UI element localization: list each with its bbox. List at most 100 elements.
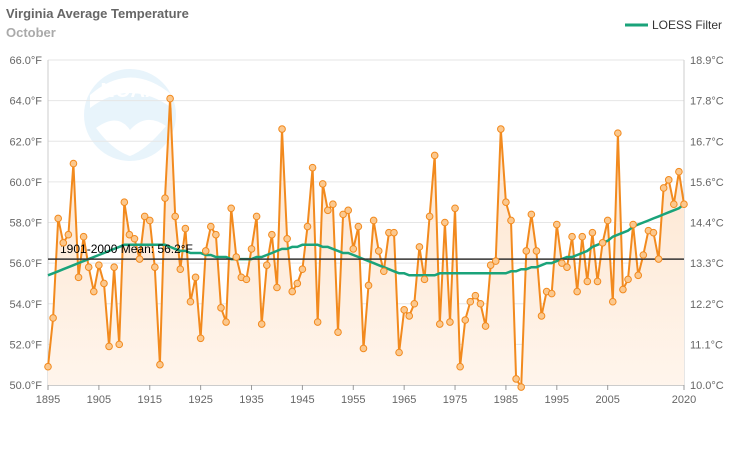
x-tick-label: 1915: [138, 394, 162, 406]
data-point: [425, 212, 434, 221]
data-point: [201, 247, 210, 255]
legend[interactable]: LOESS Filter: [625, 18, 722, 32]
x-tick-label: 1925: [188, 394, 212, 406]
data-point: [232, 253, 241, 261]
x-tick-label: 1935: [239, 394, 263, 406]
data-point: [74, 273, 83, 282]
noaa-logo-text: NOAA: [101, 80, 160, 102]
data-point: [84, 263, 93, 271]
x-tick-label: 1955: [341, 394, 365, 406]
data-point: [268, 230, 276, 239]
data-point: [359, 344, 368, 353]
data-markers: [44, 94, 688, 391]
data-point: [568, 232, 576, 241]
y-tick-label-left: 54.0°F: [9, 299, 42, 311]
mean-label: 1901-2000 Mean: 56.2°F: [60, 242, 193, 256]
data-point: [242, 275, 251, 284]
legend-label-loess[interactable]: LOESS Filter: [652, 18, 722, 32]
x-tick-label: 1995: [545, 394, 569, 406]
data-point: [364, 281, 373, 290]
data-point: [44, 362, 52, 371]
y-tick-label-right: 12.2°C: [690, 299, 724, 311]
y-tick-label-left: 64.0°F: [9, 96, 42, 108]
y-tick-label-right: 17.8°C: [690, 96, 724, 108]
data-point: [64, 230, 73, 239]
data-point: [603, 216, 612, 225]
data-point: [196, 334, 205, 343]
x-tick-label: 1975: [443, 394, 467, 406]
data-point: [176, 265, 185, 274]
data-point: [49, 314, 57, 322]
y-tick-label-left: 66.0°F: [9, 55, 42, 67]
data-point: [115, 340, 124, 349]
data-point: [59, 239, 68, 247]
data-point: [339, 210, 347, 219]
data-point: [654, 255, 663, 263]
y-tick-label-right: 16.7°C: [690, 136, 724, 148]
area-fill: [48, 98, 684, 387]
y-tick-label-right: 13.3°C: [690, 258, 724, 270]
data-point: [491, 257, 500, 265]
data-point: [324, 206, 332, 215]
data-point: [558, 259, 566, 267]
data-point: [410, 299, 419, 308]
data-point: [649, 228, 658, 237]
data-point: [624, 275, 632, 284]
y-tick-label-left: 52.0°F: [9, 339, 42, 351]
y-axis-right: 10.0°C 11.1°C 12.2°C 13.3°C 14.4°C 15.6°C 16.7…: [690, 55, 724, 392]
data-point: [130, 234, 139, 243]
loess-filter-line: [47, 203, 685, 277]
data-point: [95, 261, 103, 269]
data-point: [308, 163, 317, 172]
y-axis-left: 50.0°F 52.0°F 54.0°F 56.0°F 58.0°F 60.0°F 62.0…: [9, 55, 42, 392]
data-point: [451, 204, 459, 213]
data-point: [380, 267, 388, 276]
x-tick-label: 1945: [290, 394, 314, 406]
data-point: [639, 251, 648, 259]
data-point: [191, 273, 200, 282]
data-point: [69, 159, 78, 168]
y-tick-label-right: 15.6°C: [690, 177, 724, 189]
data-point: [120, 198, 129, 206]
data-point: [553, 220, 561, 229]
data-point: [227, 204, 235, 213]
data-point: [145, 216, 154, 225]
data-point: [318, 180, 327, 188]
data-point: [547, 289, 556, 298]
x-axis: 1895 1905 1915 1925 1935 1945 1955 1965 1975 1985…: [36, 385, 696, 406]
data-point: [430, 151, 439, 160]
data-point: [349, 245, 358, 253]
data-point: [400, 306, 408, 314]
y-tick-label-left: 60.0°F: [9, 177, 42, 189]
x-tick-label: 1965: [392, 394, 416, 406]
data-point: [680, 200, 688, 209]
noaa-logo-watermark: NOAA: [84, 69, 176, 161]
data-point: [670, 200, 678, 209]
data-point: [151, 263, 159, 271]
data-point: [257, 320, 266, 328]
data-point: [212, 230, 220, 239]
data-point: [390, 228, 398, 237]
data-point: [273, 283, 281, 292]
data-point: [140, 212, 149, 221]
data-point: [537, 312, 546, 320]
data-point: [502, 198, 510, 206]
data-point: [156, 360, 164, 369]
data-point: [588, 228, 597, 237]
data-point: [578, 232, 587, 241]
data-point: [486, 261, 495, 269]
data-point: [54, 214, 62, 223]
data-point: [629, 220, 637, 229]
data-point: [395, 348, 403, 357]
data-point: [619, 285, 627, 294]
data-point: [420, 275, 429, 284]
data-point: [161, 194, 169, 202]
data-point: [461, 316, 470, 324]
data-point: [303, 222, 312, 231]
data-point: [298, 265, 307, 274]
y-tick-label-right: 11.1°C: [690, 339, 723, 351]
x-tick-label: 1895: [36, 394, 60, 406]
data-point: [659, 184, 668, 192]
chart-subtitle: October: [6, 25, 56, 40]
data-point: [334, 328, 342, 336]
